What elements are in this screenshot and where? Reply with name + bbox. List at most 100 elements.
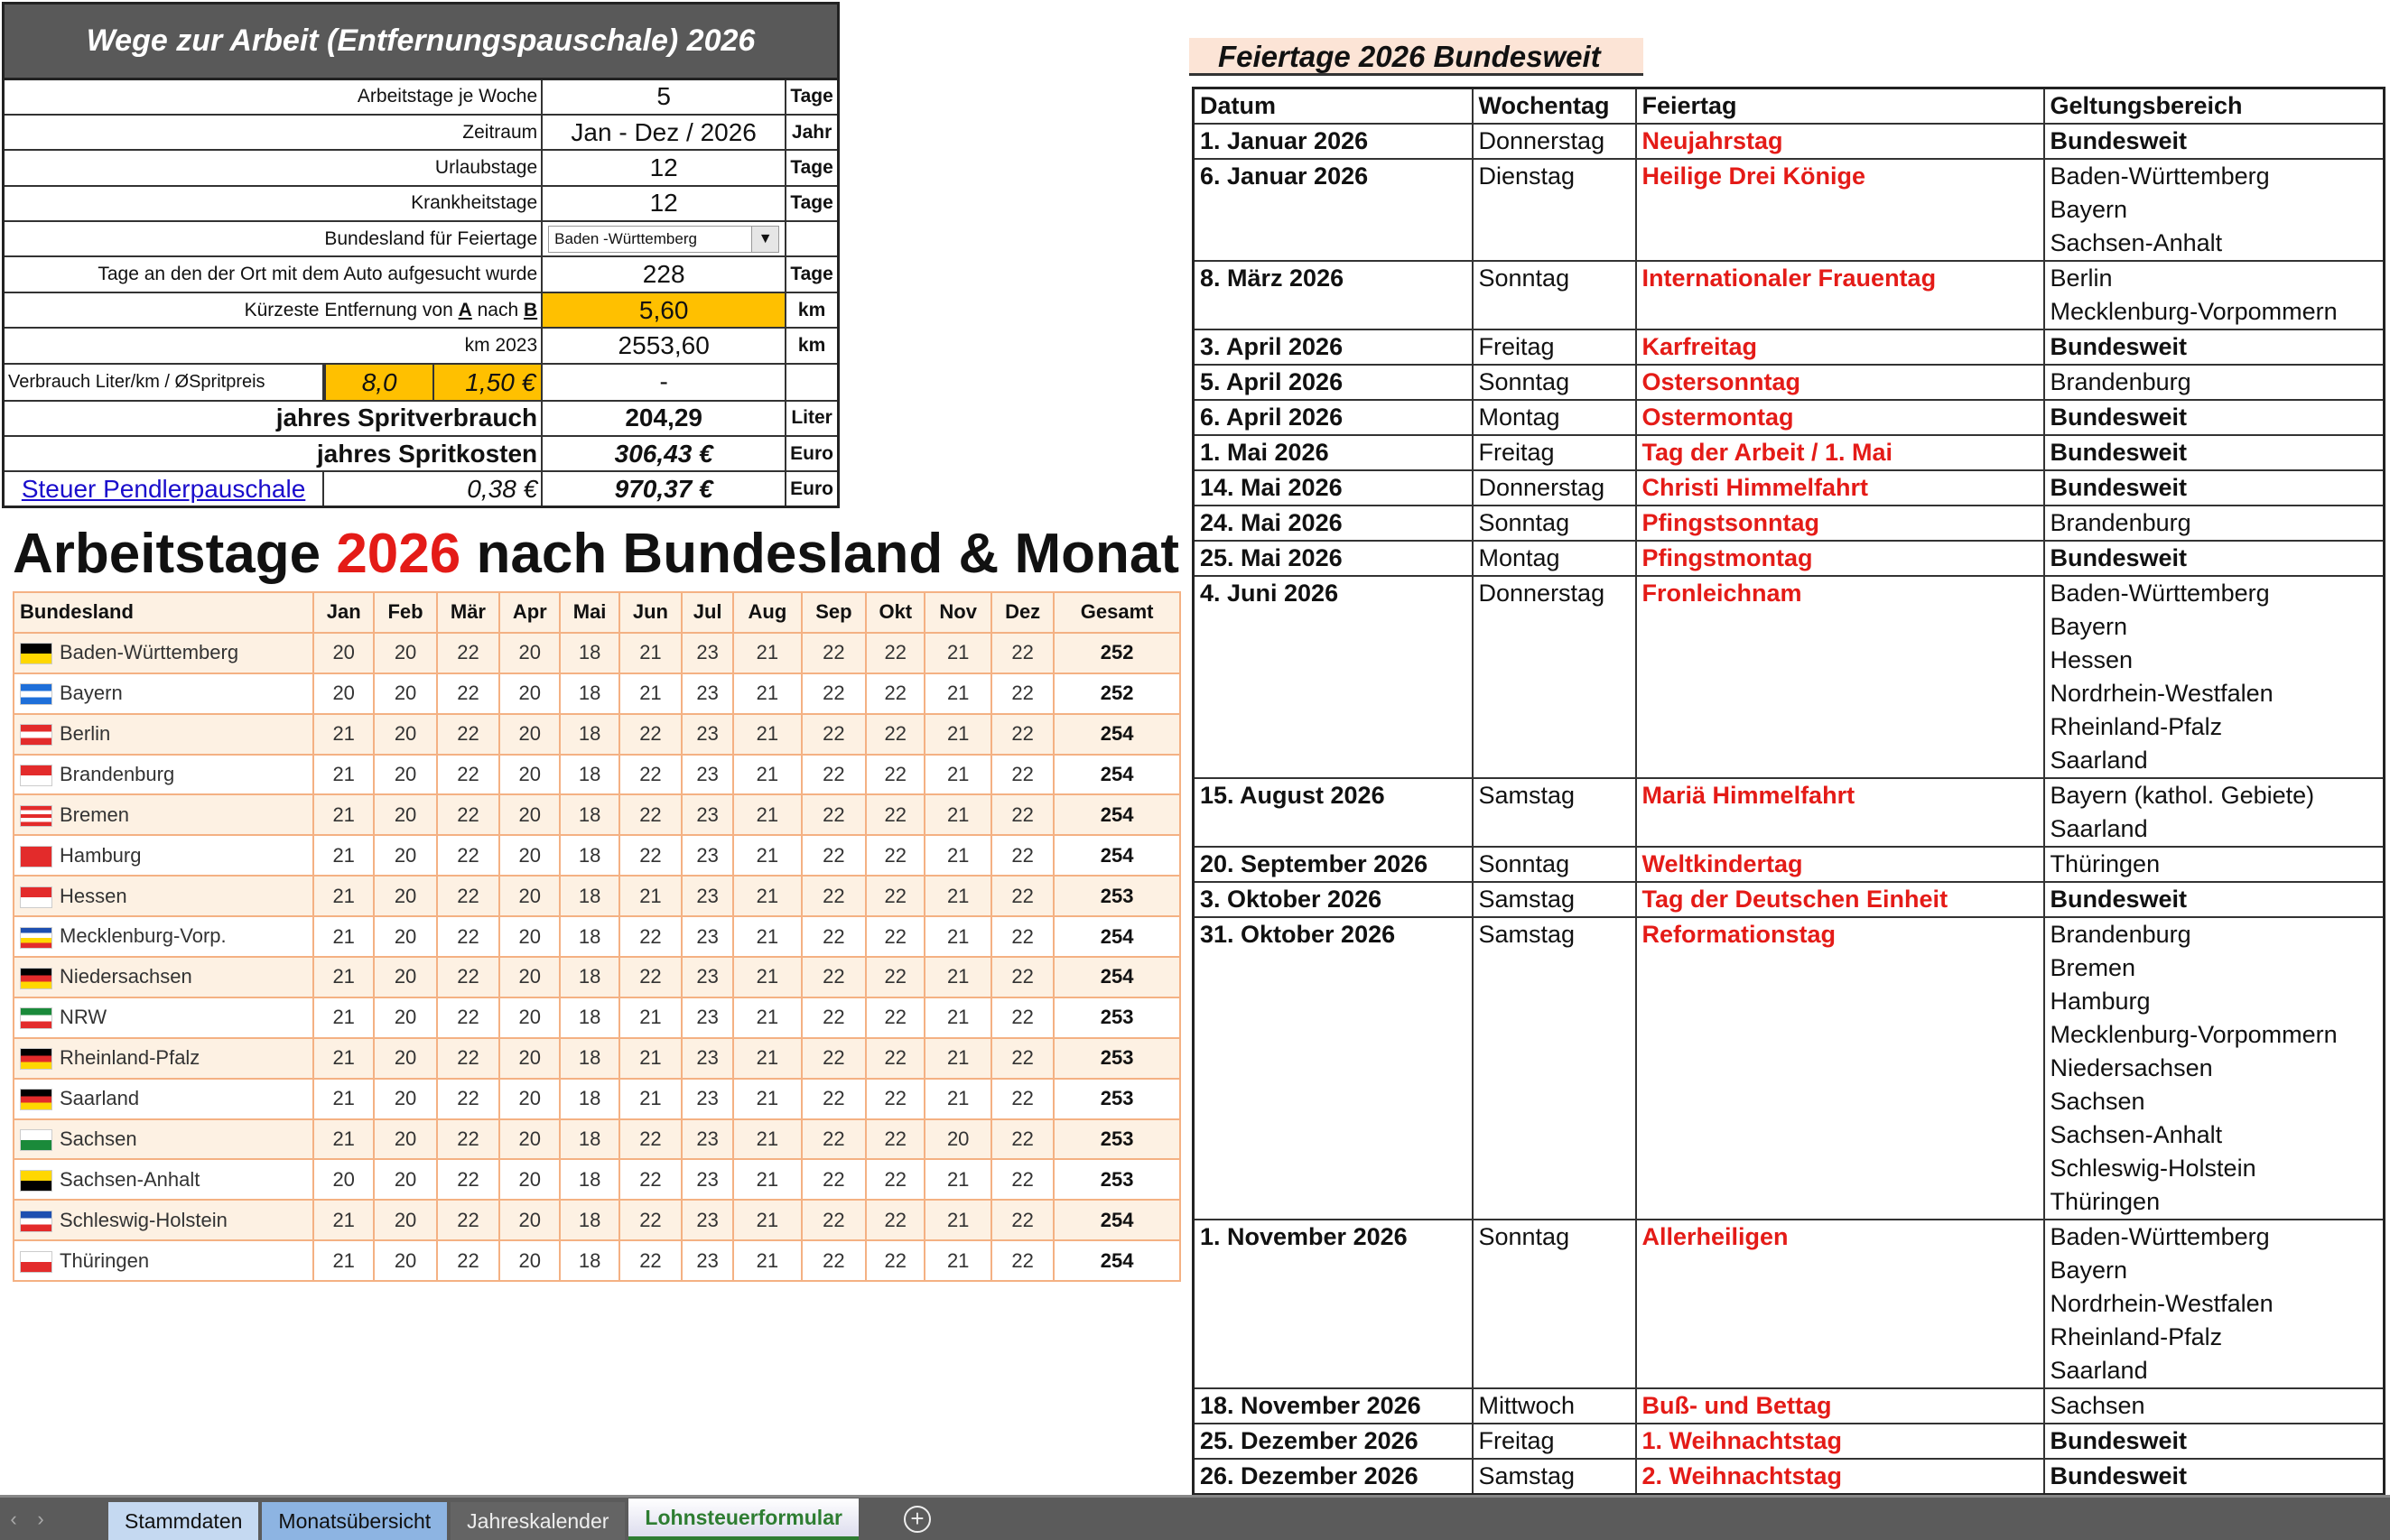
month-value: 22 [435, 712, 501, 756]
flag-icon [20, 926, 52, 949]
calc-value: 12 [541, 184, 787, 223]
holidays-title: Feiertage 2026 Bundesweit [1189, 38, 1643, 76]
month-value: 20 [373, 875, 438, 918]
region: Bundesweit [2050, 474, 2188, 501]
month-value: 22 [800, 1118, 868, 1161]
plus-circle-icon[interactable]: + [903, 1505, 931, 1533]
month-value: 21 [732, 712, 803, 756]
holiday-name: Fronleichnam [1634, 575, 2045, 779]
month-value: 23 [681, 1036, 735, 1080]
region: Bundesweit [2050, 886, 2188, 913]
holiday-weekday: Sonntag [1471, 1219, 1637, 1389]
table-row: Baden-Württemberg 20 20 22 20 18 21 23 21 22 22 21 2… [13, 631, 1181, 674]
holiday-date: 6. April 2026 [1192, 399, 1474, 436]
state-name: Rheinland-Pfalz [60, 1046, 200, 1070]
month-value: 21 [732, 834, 803, 877]
sheet-tab-lohnsteuerformular[interactable]: Lohnsteuerformular [628, 1498, 859, 1540]
month-value: 23 [681, 875, 735, 918]
month-value: 21 [618, 1077, 684, 1120]
column-header: Mär [435, 591, 501, 634]
total-value: 253 [1053, 1118, 1181, 1161]
calc-row: Zeitraum Jan - Dez / 2026 Jahr [2, 113, 840, 152]
month-value: 21 [312, 956, 376, 998]
state-cell: Niedersachsen [13, 956, 314, 998]
holiday-weekday: Freitag [1471, 434, 1637, 471]
holiday-weekday: Sonntag [1471, 505, 1637, 542]
month-value: 23 [681, 712, 735, 756]
column-header: Apr [498, 591, 562, 634]
fuel-price-input[interactable]: 1,50 € [432, 364, 542, 400]
table-row: Bremen 21 20 22 20 18 22 23 21 22 22 21 22 254 [13, 793, 1181, 837]
holiday-name: 2. Weihnachtstag [1634, 1458, 2045, 1496]
month-value: 20 [498, 631, 562, 674]
sheet-tab-monatsübersicht[interactable]: Monatsübersicht [262, 1502, 448, 1540]
holiday-row: 1. November 2026 Sonntag Allerheiligen Bade… [1192, 1219, 2385, 1389]
calc-value: Jan - Dez / 2026 [541, 113, 787, 152]
month-value: 21 [924, 1239, 992, 1283]
column-header: Sep [800, 591, 868, 634]
month-value: 20 [373, 1199, 438, 1242]
holiday-regions: Bundesweit [2042, 329, 2385, 366]
state-name: Thüringen [60, 1248, 150, 1272]
sheet-tab-stammdaten[interactable]: Stammdaten [108, 1502, 259, 1540]
holiday-row: 1. Januar 2026 Donnerstag Neujahrstag Bunde… [1192, 123, 2385, 160]
liters-input[interactable]: 8,0 [324, 364, 433, 400]
month-value: 21 [924, 753, 992, 796]
total-value: 253 [1053, 875, 1181, 918]
holiday-weekday: Freitag [1471, 1423, 1637, 1460]
holiday-date: 20. September 2026 [1192, 846, 1474, 883]
column-header: Mai [559, 591, 620, 634]
total-value: 254 [1053, 793, 1181, 837]
chevron-right-icon[interactable]: › [37, 1507, 44, 1530]
sheet-tab-jahreskalender[interactable]: Jahreskalender [451, 1502, 626, 1540]
chevron-down-icon[interactable]: ▼ [751, 226, 779, 252]
month-value: 22 [435, 996, 501, 1039]
column-header: Wochentag [1471, 87, 1637, 125]
month-value: 20 [373, 1118, 438, 1161]
holiday-weekday: Sonntag [1471, 364, 1637, 401]
month-value: 22 [618, 753, 684, 796]
state-select-cell[interactable]: Baden -Württemberg ▼ [541, 220, 787, 258]
state-cell: Sachsen-Anhalt [13, 1158, 314, 1201]
state-dropdown[interactable]: Baden -Württemberg ▼ [548, 225, 780, 253]
month-value: 22 [435, 672, 501, 715]
holiday-name: Pfingstmontag [1634, 540, 2045, 577]
month-value: 21 [732, 1036, 803, 1080]
month-value: 21 [924, 1077, 992, 1120]
month-value: 23 [681, 672, 735, 715]
month-value: 22 [800, 1199, 868, 1242]
calc-value: 2553,60 [541, 327, 787, 365]
month-value: 20 [498, 712, 562, 756]
month-value: 22 [435, 1199, 501, 1242]
flag-icon [20, 1210, 52, 1232]
holiday-regions: Bundesweit [2042, 469, 2385, 506]
month-value: 22 [435, 1118, 501, 1161]
holiday-name: Ostermontag [1634, 399, 2045, 436]
month-value: 20 [373, 996, 438, 1039]
month-value: 21 [312, 996, 376, 1039]
month-value: 18 [559, 834, 620, 877]
pendlerpauschale-link[interactable]: Steuer Pendlerpauschale [21, 474, 306, 503]
month-value: 21 [312, 793, 376, 837]
sheet-nav: ‹ › [0, 1508, 54, 1531]
holiday-name: Internationaler Frauentag [1634, 260, 2045, 330]
holiday-name: Buß- und Bettag [1634, 1387, 2045, 1424]
chevron-left-icon[interactable]: ‹ [10, 1507, 17, 1530]
holidays-table: Datum Wochentag Feiertag Geltungsbereich 1. … [1192, 87, 2385, 1496]
flag-icon [20, 724, 52, 747]
region: Bundesweit [2050, 404, 2188, 431]
holiday-row: 3. April 2026 Freitag Karfreitag Bundesweit [1192, 329, 2385, 366]
commuter-link-cell: Steuer Pendlerpauschale [2, 470, 325, 508]
flag-icon [20, 845, 52, 867]
heading-year: 2026 [336, 523, 461, 585]
label-part: nach [471, 299, 524, 320]
month-value: 18 [559, 1118, 620, 1161]
holiday-date: 31. Oktober 2026 [1192, 916, 1474, 1220]
holiday-row: 5. April 2026 Sonntag Ostersonntag Brandenb… [1192, 364, 2385, 401]
holiday-row: 26. Dezember 2026 Samstag 2. Weihnachtstag… [1192, 1458, 2385, 1496]
month-value: 22 [618, 1199, 684, 1242]
fuel-usage-label: jahres Spritverbrauch [2, 399, 544, 438]
holiday-row: 18. November 2026 Mittwoch Buß- und Bettag… [1192, 1387, 2385, 1424]
month-value: 18 [559, 1199, 620, 1242]
holiday-regions: Bundesweit [2042, 434, 2385, 471]
